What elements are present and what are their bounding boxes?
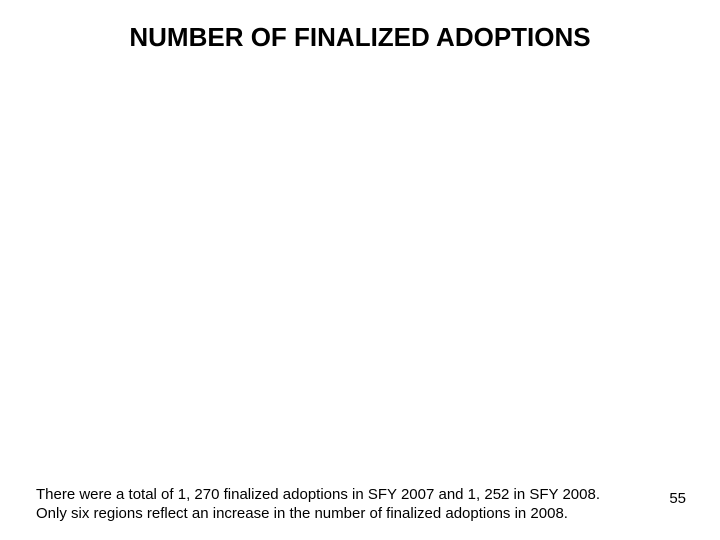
slide-title: NUMBER OF FINALIZED ADOPTIONS [75, 22, 645, 53]
caption-line-1: There were a total of 1, 270 finalized a… [36, 485, 600, 504]
page-number: 55 [669, 490, 686, 507]
slide: NUMBER OF FINALIZED ADOPTIONS There were… [0, 0, 720, 540]
caption-block: There were a total of 1, 270 finalized a… [36, 485, 600, 523]
caption-line-2: Only six regions reflect an increase in … [36, 504, 600, 523]
